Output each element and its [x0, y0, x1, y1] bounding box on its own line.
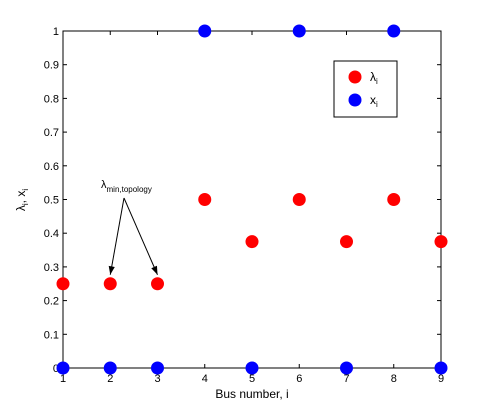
annotation-arrow-line [123, 197, 158, 275]
annotation-arrows [108, 197, 158, 275]
lambda-point [151, 277, 164, 291]
y-axis-label-b-sub: i [21, 189, 30, 191]
legend-label-lambda-main: λ [370, 70, 376, 84]
x-point [434, 361, 448, 375]
x-point [245, 361, 259, 375]
x-tick-label: 1 [60, 373, 66, 385]
legend-label-x-main: x [370, 93, 376, 107]
x-point [151, 361, 164, 375]
annotation-arrow-head [108, 265, 115, 275]
y-tick-label: 1 [53, 26, 59, 38]
legend-label-x: xi [370, 93, 378, 109]
x-point [103, 361, 117, 375]
x-tick-label: 7 [343, 373, 349, 385]
lambda-point [56, 277, 70, 291]
x-tick-label: 4 [202, 373, 208, 385]
y-axis-label-a-sub: i [21, 203, 30, 205]
annotation-label: λmin,topology [101, 179, 152, 194]
y-axis-label-sep: , x [14, 191, 28, 204]
lambda-point [340, 235, 353, 249]
y-axis-label: λi, xi [14, 189, 30, 211]
lambda-point [387, 193, 401, 206]
legend-marker-x [348, 93, 362, 107]
legend-label-lambda: λi [370, 70, 378, 86]
y-tick-label: 0.7 [44, 127, 59, 139]
annotation-label-main: λ [101, 179, 107, 191]
annotation-arrow-line [109, 197, 125, 275]
x-point [198, 24, 212, 38]
y-tick-label: 0.8 [44, 93, 59, 105]
x-tick-label: 6 [296, 373, 302, 385]
x-point [387, 24, 401, 38]
y-tick-label: 0 [53, 363, 59, 375]
lambda-point [198, 193, 212, 206]
y-tick-label: 0.3 [44, 262, 59, 274]
lambda-point [292, 193, 306, 206]
legend-label-lambda-sub: i [376, 77, 378, 86]
annotation-arrow-head [151, 265, 158, 275]
annotation-label-sub: min,topology [107, 185, 152, 194]
annotation: λmin,topology [101, 179, 158, 275]
legend-label-x-sub: i [376, 100, 378, 109]
legend: λi xi [333, 60, 398, 118]
y-axis-label-a: λ [14, 205, 28, 211]
x-tick-label: 8 [391, 373, 397, 385]
lambda-point [103, 277, 117, 291]
y-tick-label: 0.5 [44, 195, 59, 207]
legend-box [333, 60, 398, 118]
legend-marker-lambda [348, 70, 362, 84]
y-tick-label: 0.6 [44, 161, 59, 173]
x-tick-label: 5 [249, 373, 255, 385]
x-tick-label: 2 [107, 373, 113, 385]
lambda-point [434, 235, 448, 249]
x-axis-label: Bus number, i [215, 387, 288, 401]
data-points [56, 24, 448, 375]
x-tick-label: 9 [438, 373, 444, 385]
y-tick-label: 0.2 [44, 296, 59, 308]
y-tick-label: 0.1 [44, 329, 59, 341]
x-tick-label: 3 [154, 373, 160, 385]
x-point [340, 361, 353, 375]
y-tick-label: 0.9 [44, 60, 59, 72]
x-point [292, 24, 306, 38]
y-tick-label: 0.4 [44, 228, 59, 240]
x-point [56, 361, 70, 375]
lambda-point [245, 235, 259, 249]
